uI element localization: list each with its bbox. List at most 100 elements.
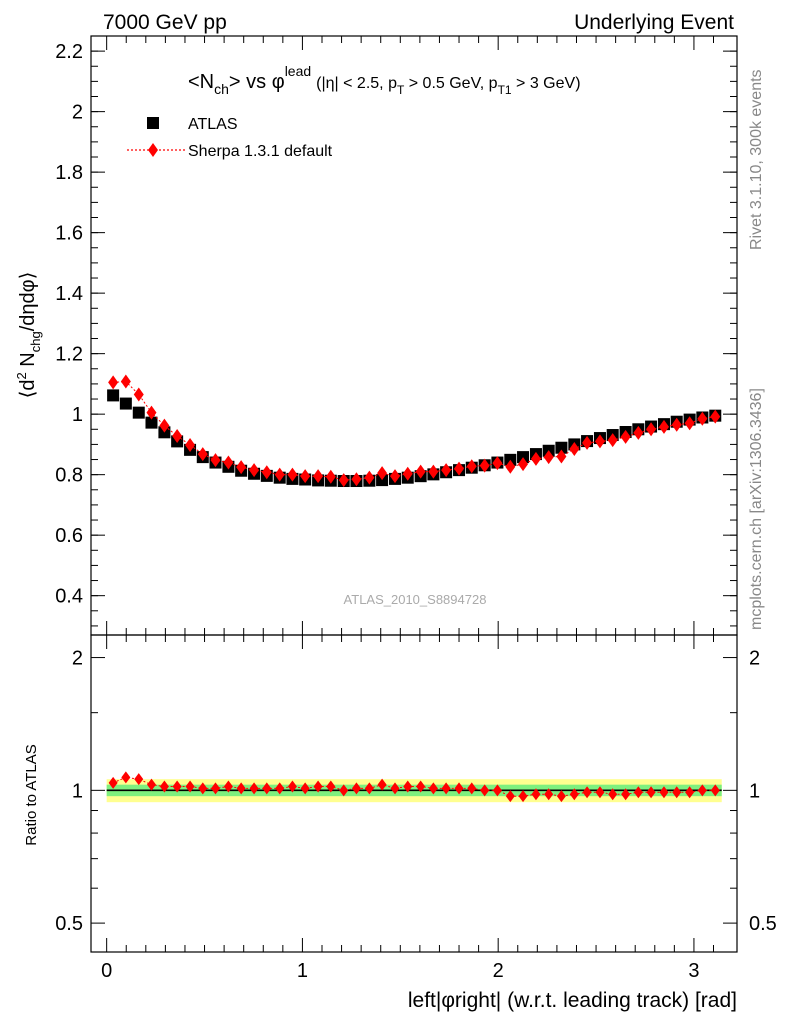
plot-title-rest: > vs φ: [229, 71, 285, 93]
sherpa-ratio-point: [492, 784, 502, 797]
sherpa-point: [325, 469, 336, 484]
sherpa-point: [633, 425, 644, 440]
sherpa-point: [146, 405, 157, 420]
main-ytick-label: 1.8: [55, 162, 83, 184]
sherpa-ratio-point: [595, 786, 605, 799]
sherpa-point: [390, 469, 401, 484]
sherpa-ratio-point: [287, 780, 297, 793]
sherpa-ratio-point: [505, 790, 515, 803]
atlas-point: [132, 406, 145, 419]
sherpa-ratio-point: [710, 784, 720, 797]
legend-sherpa-label: Sherpa 1.3.1 default: [188, 143, 333, 160]
sherpa-ratio-point: [300, 782, 310, 795]
sherpa-ratio-point: [313, 780, 323, 793]
main-ytick-label: 0.8: [55, 465, 83, 487]
sherpa-ratio-point: [172, 780, 182, 793]
atlas-point: [119, 397, 132, 410]
sherpa-ratio-point: [659, 786, 669, 799]
ratio-ytick-label-right: 0.5: [749, 913, 777, 935]
ratio-series: [108, 771, 720, 803]
sherpa-point: [300, 469, 311, 484]
atlas-point: [145, 416, 158, 429]
atlas-point: [555, 441, 568, 454]
sherpa-ratio-point: [364, 782, 374, 795]
sherpa-ratio-point: [159, 780, 169, 793]
plot-title-cuts-sub2: T1: [498, 83, 512, 97]
y-axis-label-main: ⟨d2 Nchg/dηdφ⟩: [14, 272, 43, 399]
sherpa-point: [697, 411, 708, 426]
plot-title-cuts-sub1: T: [397, 83, 405, 97]
plot-title-cuts-end: > 3 GeV): [512, 75, 581, 92]
sherpa-ratio-point: [518, 790, 528, 803]
sherpa-point: [236, 460, 247, 475]
sherpa-ratio-point: [531, 788, 541, 801]
sherpa-point: [492, 456, 503, 471]
plot-title-cuts: (|η| < 2.5, p: [316, 75, 397, 92]
sherpa-point: [658, 419, 669, 434]
main-ytick-label: 1.6: [55, 223, 83, 245]
xtick-label: 3: [688, 960, 699, 982]
sherpa-point: [287, 467, 298, 482]
legend-sherpa-marker: [148, 143, 158, 157]
sherpa-point: [120, 374, 131, 389]
main-series: [107, 374, 722, 488]
plot-title: <Nch> vs φlead (|η| < 2.5, pT > 0.5 GeV, …: [188, 63, 581, 97]
rivet-label: Rivet 3.1.10, 300k events: [748, 69, 765, 250]
ratio-band: [106, 779, 722, 803]
main-ytick-label: 1: [72, 404, 83, 426]
plot-title-sub: ch: [214, 81, 229, 97]
ratio-panel-frame: [90, 634, 738, 953]
sherpa-point: [108, 375, 119, 390]
sherpa-ratio-point: [672, 786, 682, 799]
sherpa-point: [172, 428, 183, 443]
main-ytick-label: 1.4: [55, 283, 83, 305]
sherpa-ratio-point: [556, 790, 566, 803]
sherpa-ratio-point: [326, 780, 336, 793]
main-ytick-label: 0.6: [55, 525, 83, 547]
sherpa-point: [159, 418, 170, 433]
sherpa-point: [479, 458, 490, 473]
sherpa-ratio-point: [416, 780, 426, 793]
sherpa-ratio-point: [121, 771, 131, 784]
legend-atlas-label: ATLAS: [188, 116, 238, 133]
x-axis-label: left|φright| (w.r.t. leading track) [rad…: [408, 989, 737, 1012]
sherpa-point: [185, 438, 196, 453]
ratio-ytick-label-left: 2: [72, 648, 83, 670]
sherpa-ratio-point: [441, 782, 451, 795]
sherpa-point: [607, 433, 618, 448]
sherpa-ratio-point: [685, 786, 695, 799]
sherpa-point: [582, 435, 593, 450]
sherpa-point: [364, 470, 375, 485]
sherpa-point: [210, 453, 221, 468]
sherpa-point: [428, 464, 439, 479]
main-ytick-label: 2.2: [55, 41, 83, 63]
main-ytick-label: 2: [72, 102, 83, 124]
sherpa-ratio-point: [697, 784, 707, 797]
sherpa-ratio-point: [134, 773, 144, 786]
sherpa-ratio-point: [403, 780, 413, 793]
sherpa-point: [530, 451, 541, 466]
ylabel-a: ⟨d: [17, 379, 39, 398]
sherpa-point: [466, 459, 477, 474]
xtick-label: 2: [493, 960, 504, 982]
sherpa-point: [620, 429, 631, 444]
sherpa-point: [402, 466, 413, 481]
sherpa-point: [505, 459, 516, 474]
header-right: Underlying Event: [574, 11, 734, 34]
plot-title-sup: lead: [285, 63, 311, 79]
sherpa-point: [569, 441, 580, 456]
sherpa-ratio-point: [249, 782, 259, 795]
sherpa-ratio-point: [236, 782, 246, 795]
sherpa-point: [313, 469, 324, 484]
ylabel-b: N: [17, 352, 39, 372]
sherpa-point: [338, 473, 349, 488]
sherpa-ratio-point: [582, 786, 592, 799]
legend: ATLAS Sherpa 1.3.1 default: [127, 116, 333, 160]
sherpa-ratio-point: [351, 782, 361, 795]
y-axis-label-ratio: Ratio to ATLAS: [23, 744, 40, 845]
sherpa-ratio-point: [621, 788, 631, 801]
sherpa-point: [377, 466, 388, 481]
xtick-label: 0: [101, 960, 112, 982]
sherpa-ratio-point: [390, 782, 400, 795]
sherpa-point: [133, 387, 144, 402]
